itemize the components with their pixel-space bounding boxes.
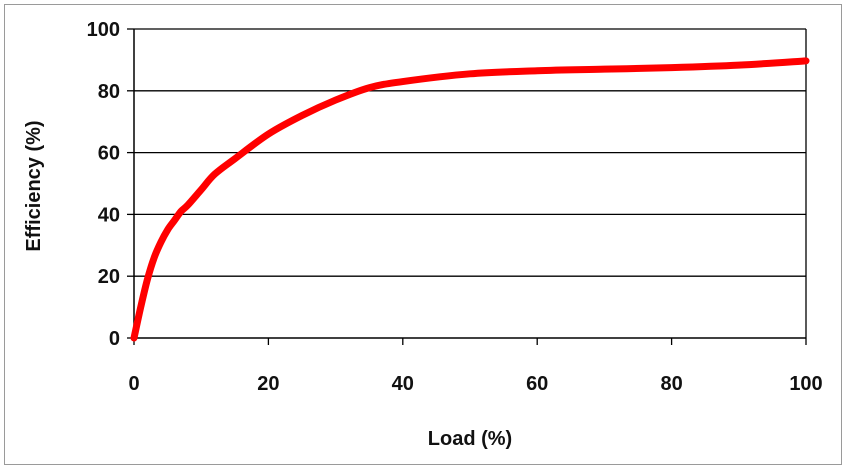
y-tick-label-60: 60: [98, 143, 120, 165]
x-tick-label-60: 60: [526, 373, 548, 395]
y-tick-label-20: 20: [98, 266, 120, 288]
y-axis-label: Efficiency (%): [23, 120, 45, 251]
series-layer: [130, 57, 810, 342]
x-tick-label-0: 0: [128, 373, 139, 395]
y-tick-label-0: 0: [109, 328, 120, 350]
tick-labels: 0 20 40 60 80 100 0 20 40 60 80 100: [87, 19, 823, 395]
x-tick-label-20: 20: [257, 373, 279, 395]
x-tick-label-100: 100: [789, 373, 822, 395]
axes: [127, 28, 807, 345]
y-tick-label-40: 40: [98, 204, 120, 226]
x-tick-label-80: 80: [660, 373, 682, 395]
y-tick-label-80: 80: [98, 81, 120, 103]
x-axis-label: Load (%): [428, 428, 512, 450]
y-tick-label-100: 100: [87, 19, 120, 41]
efficiency-curve-0: [130, 57, 810, 342]
x-tick-label-40: 40: [392, 373, 414, 395]
